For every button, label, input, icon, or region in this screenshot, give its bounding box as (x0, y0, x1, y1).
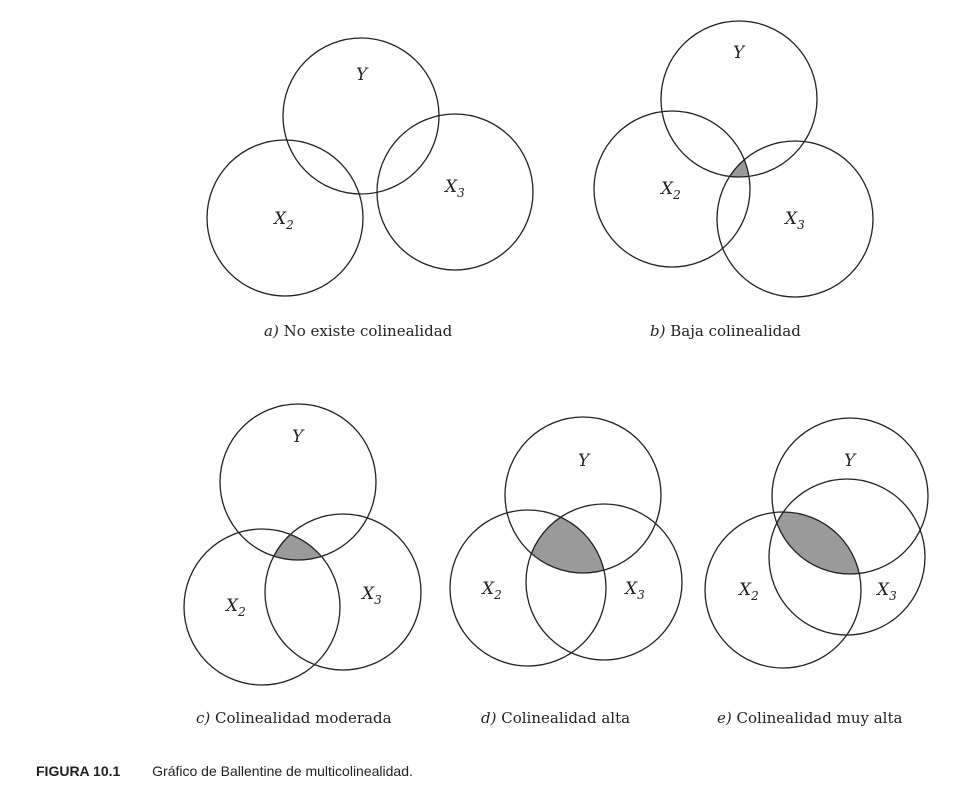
panel-d-caption: d) Colinealidad alta (481, 709, 630, 727)
label-x3-d: X3 (623, 579, 645, 602)
panel-a-letter: a) (264, 322, 279, 340)
circle-x2-c (183, 528, 341, 686)
panel-a-diagram: Y X2 X3 (206, 37, 534, 297)
circle-y-d (504, 416, 662, 574)
label-y-b: Y (733, 43, 746, 63)
label-x2-b: X2 (659, 179, 681, 202)
panel-a-caption: a) No existe colinealidad (264, 322, 452, 340)
circle-y-c (219, 403, 377, 561)
figure-label: FIGURA 10.1 (36, 763, 121, 779)
circle-x3-b (716, 140, 874, 298)
circle-x3-c (264, 513, 422, 671)
label-x2-c: X2 (224, 596, 246, 619)
circle-x2-a (206, 139, 364, 297)
panel-b-caption-text: Baja colinealidad (670, 322, 801, 340)
circle-x2-b (593, 110, 751, 268)
label-x2-d: X2 (480, 579, 502, 602)
panel-c-letter: c) (196, 709, 211, 727)
panel-a-caption-text: No existe colinealidad (283, 322, 453, 340)
circle-x3-d (525, 503, 683, 661)
overlap-region-d (525, 510, 606, 573)
label-x3-c: X3 (360, 584, 382, 607)
circle-x2-d (449, 509, 607, 667)
label-x2-a: X2 (272, 209, 294, 232)
panel-e-caption: e) Colinealidad muy alta (717, 709, 902, 727)
panel-e-letter: e) (717, 709, 732, 727)
panel-e-caption-text: Colinealidad muy alta (736, 709, 903, 727)
figure-title: Gráfico de Ballentine de multicolinealid… (152, 763, 413, 779)
panel-d-letter: d) (481, 709, 497, 727)
panel-b-caption: b) Baja colinealidad (650, 322, 801, 340)
label-x2-e: X2 (737, 580, 759, 603)
panel-c-caption-text: Colinealidad moderada (215, 709, 392, 727)
panel-c-diagram: Y X2 X3 (183, 403, 422, 686)
overlap-region-e (772, 512, 861, 574)
label-y-c: Y (292, 427, 305, 447)
panel-d-caption-text: Colinealidad alta (501, 709, 631, 727)
panel-b-diagram: Y X2 X3 (593, 20, 874, 298)
figure-caption: FIGURA 10.1 Gráfico de Ballentine de mul… (36, 763, 413, 779)
panel-c-caption: c) Colinealidad moderada (196, 709, 392, 727)
circle-x3-e (768, 478, 926, 636)
label-y-d: Y (578, 451, 591, 471)
label-x3-a: X3 (443, 177, 465, 200)
circle-y-b (660, 20, 818, 178)
circle-y-e (771, 417, 929, 575)
panel-b-letter: b) (650, 322, 666, 340)
panel-e-diagram: Y X2 X3 (704, 417, 929, 669)
panel-d-diagram: Y X2 X3 (449, 416, 683, 667)
overlap-region-c (264, 529, 340, 560)
label-x3-b: X3 (783, 209, 805, 232)
label-y-e: Y (844, 451, 857, 471)
label-y-a: Y (356, 65, 369, 85)
label-x3-e: X3 (875, 580, 897, 603)
circle-y-a (282, 37, 440, 195)
circle-x3-a (376, 113, 534, 271)
